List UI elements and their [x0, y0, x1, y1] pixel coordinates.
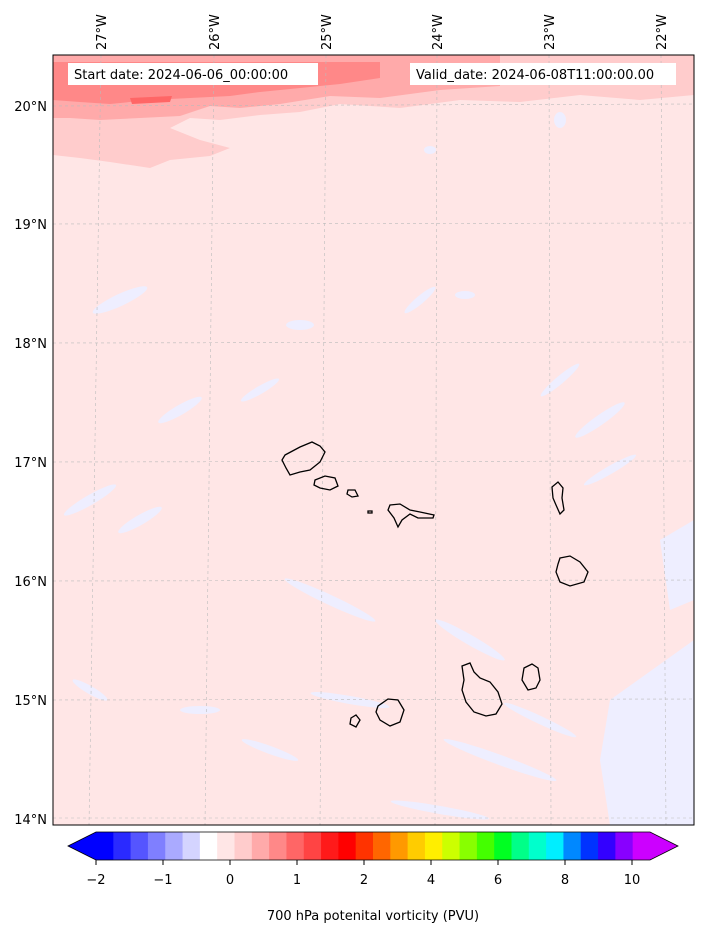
- lat-label-19n: 19°N: [14, 218, 47, 233]
- colorbar-segment: [632, 832, 651, 860]
- colorbar-segment: [147, 832, 166, 860]
- island-santiago: [461, 662, 503, 717]
- island-maio: [521, 663, 541, 691]
- island-raso: [367, 510, 373, 514]
- lon-label-24w: 24°W: [431, 14, 446, 50]
- colorbar-segment: [546, 832, 564, 860]
- start-date-text: Start date: 2024-06-06_00:00:00: [74, 68, 288, 83]
- lon-label-22w: 22°W: [655, 14, 670, 50]
- lat-label-16n: 16°N: [14, 575, 47, 590]
- colorbar-segment: [286, 832, 305, 860]
- colorbar-segment: [182, 832, 201, 860]
- cb-tick-label: 1: [293, 873, 301, 888]
- lon-label-23w: 23°W: [543, 14, 558, 50]
- cb-tick-label: 8: [561, 873, 569, 888]
- colorbar-segment: [373, 832, 391, 860]
- map-background: [53, 55, 694, 825]
- start-date-box: [68, 63, 318, 85]
- colorbar-segment: [303, 832, 322, 860]
- lat-label-17n: 17°N: [14, 456, 47, 471]
- colorbar: [67, 831, 679, 865]
- island-boa-vista: [555, 555, 589, 587]
- colorbar-segment: [199, 832, 218, 860]
- colorbar-segment: [563, 832, 582, 860]
- map-frame: [52, 54, 695, 826]
- colorbar-extend-min: [68, 832, 96, 860]
- colorbar-segment: [442, 832, 461, 860]
- colorbar-segment: [615, 832, 634, 860]
- coastlines: [281, 441, 589, 728]
- cb-tick-label: −2: [86, 873, 105, 888]
- graticule: [53, 55, 694, 825]
- lon-label-26w: 26°W: [208, 14, 223, 50]
- colorbar-segment: [580, 832, 599, 860]
- island-sal: [551, 481, 565, 516]
- colorbar-segment: [494, 832, 512, 860]
- lon-label-25w: 25°W: [320, 14, 335, 50]
- colorbar-segment: [511, 832, 530, 860]
- colorbar-segment: [130, 832, 149, 860]
- lat-label-15n: 15°N: [14, 694, 47, 709]
- colorbar-segment: [355, 832, 374, 860]
- lat-label-14n: 14°N: [14, 813, 47, 828]
- pv-contour-band-4: [130, 96, 172, 104]
- colorbar-segment: [598, 832, 616, 860]
- valid-date-text: Valid_date: 2024-06-08T11:00:00.00: [416, 68, 654, 83]
- island-fogo: [375, 698, 405, 727]
- longitude-labels: 27°W 26°W 25°W 24°W 23°W 22°W: [95, 14, 670, 50]
- colorbar-segment: [390, 832, 409, 860]
- cb-tick-label: 2: [360, 873, 368, 888]
- colorbar-segment: [407, 832, 426, 860]
- colorbar-segment: [251, 832, 270, 860]
- cb-tick-label: 10: [624, 873, 641, 888]
- colorbar-segment: [338, 832, 357, 860]
- cb-tick-label: 6: [494, 873, 502, 888]
- valid-date-box: [410, 63, 676, 85]
- cb-tick-label: 4: [427, 873, 435, 888]
- colorbar-segment: [217, 832, 235, 860]
- island-santa-luzia: [346, 489, 359, 498]
- colorbar-ticks: −2 −1 0 1 2 4 6 8 10: [86, 873, 640, 888]
- colorbar-segment: [165, 832, 184, 860]
- colorbar-segment: [96, 832, 114, 860]
- pv-negative-patches: [63, 112, 694, 825]
- island-santo-antao: [281, 441, 326, 476]
- map-panel: [53, 55, 694, 825]
- colorbar-title: 700 hPa potenital vorticity (PVU): [267, 909, 479, 924]
- lat-label-20n: 20°N: [14, 100, 47, 115]
- colorbar-segment: [234, 832, 253, 860]
- island-sao-vicente: [313, 475, 339, 491]
- island-sao-nicolau: [387, 503, 435, 529]
- colorbar-segment: [459, 832, 478, 860]
- colorbar-segment: [424, 832, 443, 860]
- island-brava: [349, 714, 361, 728]
- colorbar-segment: [113, 832, 132, 860]
- colorbar-segment: [269, 832, 287, 860]
- colorbar-segment: [528, 832, 547, 860]
- cb-tick-label: −1: [153, 873, 172, 888]
- lon-label-27w: 27°W: [95, 14, 110, 50]
- lat-label-18n: 18°N: [14, 337, 47, 352]
- colorbar-segment: [321, 832, 339, 860]
- cb-tick-label: 0: [226, 873, 234, 888]
- latitude-labels: 20°N 19°N 18°N 17°N 16°N 15°N 14°N: [14, 100, 47, 828]
- colorbar-extend-max: [650, 832, 678, 860]
- colorbar-segment: [476, 832, 495, 860]
